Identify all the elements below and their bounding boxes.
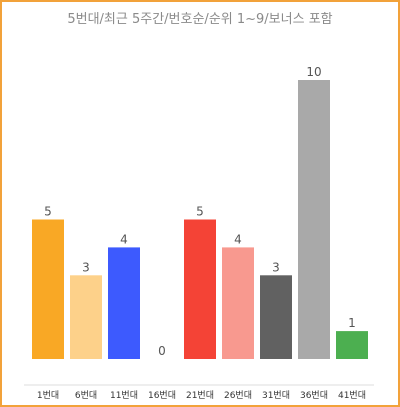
value-label-3: 4: [120, 232, 128, 246]
category-label-7: 31번대: [262, 390, 290, 401]
value-label-6: 4: [234, 232, 242, 246]
bar-8: [298, 80, 330, 359]
category-label-2: 6번대: [75, 390, 97, 401]
category-label-3: 11번대: [110, 390, 138, 401]
value-label-1: 5: [44, 205, 52, 219]
category-label-1: 1번대: [37, 390, 59, 401]
bar-5: [184, 219, 216, 359]
bar-9: [336, 331, 368, 359]
category-label-4: 16번대: [148, 390, 176, 401]
bar-3: [108, 247, 140, 359]
bar-2: [70, 275, 102, 359]
category-label-6: 26번대: [224, 390, 252, 401]
value-label-8: 10: [306, 65, 321, 79]
category-label-9: 41번대: [338, 390, 366, 401]
bar-1: [32, 219, 64, 359]
chart-title: 5번대/최근 5주간/번호순/순위 1~9/보너스 포함: [67, 12, 333, 27]
bars-group: [32, 80, 368, 359]
value-label-9: 1: [348, 316, 356, 330]
category-label-5: 21번대: [186, 390, 214, 401]
value-label-2: 3: [82, 260, 90, 274]
value-label-5: 5: [196, 205, 204, 219]
category-labels-group: 1번대 6번대 11번대 16번대 21번대 26번대 31번대 36번대 41번대: [37, 390, 366, 401]
value-label-7: 3: [272, 260, 280, 274]
bar-6: [222, 247, 254, 359]
value-labels-group: 5 3 4 0 5 4 3 10 1: [44, 65, 356, 358]
category-label-8: 36번대: [300, 390, 328, 401]
value-label-4: 0: [158, 344, 166, 358]
bar-7: [260, 275, 292, 359]
